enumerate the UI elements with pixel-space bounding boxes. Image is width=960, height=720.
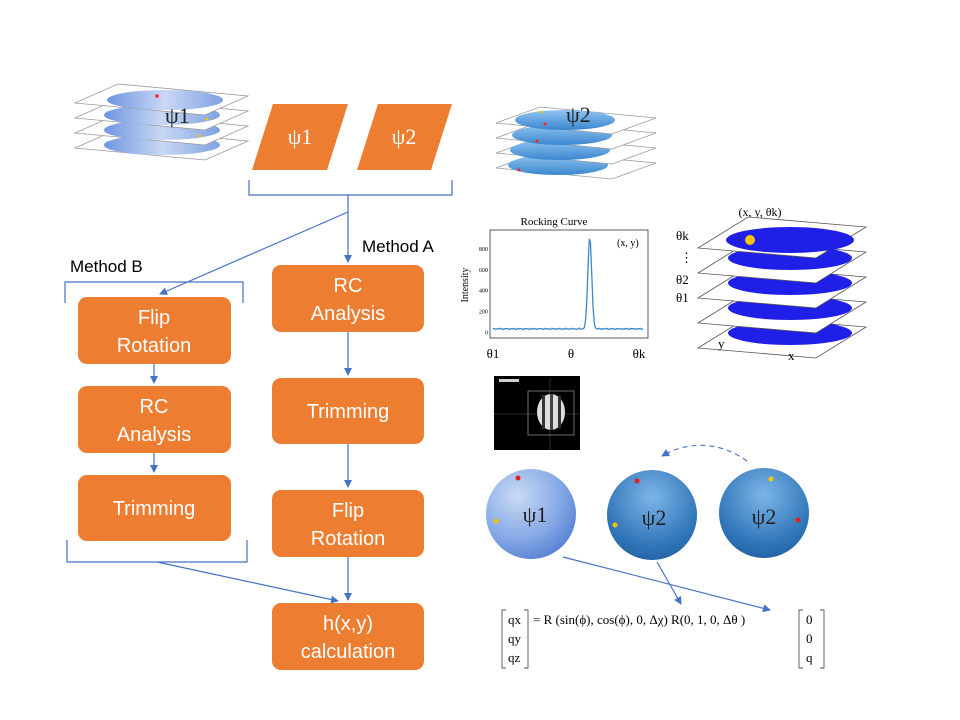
eq-lhs-qx: qx	[508, 612, 522, 627]
q-vector-equation: qx qy qz = R (sin(ϕ), cos(ϕ), 0, Δχ) R(0…	[501, 609, 825, 669]
method-b-bottom-brace	[66, 540, 248, 563]
method-b-rc-line2: Analysis	[117, 424, 191, 446]
method-a-rc-analysis-box: RC Analysis	[272, 265, 424, 332]
sphere3-label: ψ2	[752, 504, 777, 529]
arrow-to-method-b	[159, 211, 349, 295]
rotation-arrow	[661, 444, 748, 462]
method-b-trimming-box: Trimming	[78, 475, 231, 541]
rocking-curve-chart: Rocking Curve Intensity 0 200 400 600 800 (x…	[460, 216, 649, 361]
output-line1: h(x,y)	[323, 613, 373, 635]
psi1-sphere: ψ1	[486, 469, 576, 559]
volume-theta-1: θ1	[676, 290, 689, 305]
rocking-curve-ylabel: Intensity	[460, 268, 471, 303]
eq-rhs-0: 0	[806, 612, 813, 627]
psi1-input-label: ψ1	[288, 124, 313, 149]
psi1-input-shape: ψ1	[252, 104, 348, 170]
psi2-sphere-a: ψ2	[607, 470, 697, 560]
rc-xtick-theta: θ	[568, 346, 574, 361]
rc-xtick-theta1: θ1	[487, 346, 500, 361]
rc-ytick-label: 0	[485, 331, 488, 337]
output-line2: calculation	[301, 641, 396, 663]
psi2-stack: ψ2	[495, 102, 657, 180]
method-a-trimming-label: Trimming	[307, 401, 390, 423]
psi2-stack-label: ψ2	[566, 102, 591, 127]
method-a-flip-line1: Flip	[332, 500, 364, 522]
eq-middle: = R (sin(ϕ), cos(ϕ), 0, Δχ) R(0, 1, 0, Δ…	[533, 612, 745, 627]
method-b-flip-line2: Rotation	[117, 335, 192, 357]
volume-x-label: x	[788, 348, 795, 363]
method-a-label: Method A	[362, 237, 434, 256]
arrow-sphere2-to-equation	[656, 561, 682, 605]
input-brace	[248, 180, 453, 196]
rocking-curve-line	[492, 238, 643, 331]
volume-stack: (x, y, θk) θk ⋮ θ2 θ1 y x	[676, 205, 868, 363]
measurement-image-thumbnail	[494, 376, 580, 450]
arrow-b-to-output	[156, 561, 339, 604]
rocking-curve-annotation: (x, y)	[617, 238, 639, 249]
sphere1-label: ψ1	[523, 502, 548, 527]
method-a-flip-rotation-box: Flip Rotation	[272, 490, 424, 557]
psi2-input-label: ψ2	[392, 124, 417, 149]
psi2-input-shape: ψ2	[357, 104, 452, 170]
rc-ytick-label: 200	[479, 310, 488, 316]
hxy-calculation-box: h(x,y) calculation	[272, 603, 424, 670]
rc-ytick-label: 400	[479, 289, 488, 295]
volume-marker-point	[745, 235, 755, 245]
rc-ytick-label: 800	[479, 247, 488, 253]
method-b-rc-line1: RC	[140, 396, 169, 418]
rocking-curve-title: Rocking Curve	[521, 216, 588, 228]
method-b-label: Method B	[70, 257, 143, 276]
method-a-trimming-box: Trimming	[272, 378, 424, 444]
rocking-curve-yticks: 0 200 400 600 800	[479, 247, 488, 337]
method-b-top-brace	[64, 281, 244, 303]
method-a-rc-line1: RC	[334, 275, 363, 297]
method-b-rc-analysis-box: RC Analysis	[78, 386, 231, 453]
method-b-trimming-label: Trimming	[113, 498, 196, 520]
sphere2-label: ψ2	[642, 505, 667, 530]
psi2-sphere-b: ψ2	[719, 468, 809, 558]
volume-y-label: y	[718, 336, 725, 351]
psi1-stack: ψ1	[73, 83, 250, 161]
psi1-stack-label: ψ1	[165, 103, 190, 128]
volume-theta-k: θk	[676, 228, 689, 243]
method-b-flip-rotation-box: Flip Rotation	[78, 297, 231, 364]
rocking-curve-frame	[489, 229, 649, 339]
eq-rhs-1: 0	[806, 631, 813, 646]
volume-theta-2: θ2	[676, 272, 689, 287]
eq-lhs-qz: qz	[508, 650, 521, 665]
method-a-rc-line2: Analysis	[311, 303, 385, 325]
arrow-sphere1-to-equation	[562, 556, 771, 613]
eq-lhs-qy: qy	[508, 631, 522, 646]
method-a-flip-line2: Rotation	[311, 528, 386, 550]
rc-ytick-label: 600	[479, 268, 488, 274]
rc-xtick-thetak: θk	[633, 346, 646, 361]
eq-rhs-2: q	[806, 650, 813, 665]
method-b-flip-line1: Flip	[138, 307, 170, 329]
volume-title: (x, y, θk)	[739, 205, 782, 219]
volume-theta-ellipsis: ⋮	[680, 250, 693, 265]
